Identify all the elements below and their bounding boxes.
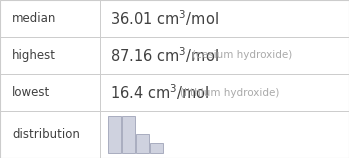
- Text: 16.4 cm$^3$/mol: 16.4 cm$^3$/mol: [110, 83, 209, 102]
- Text: median: median: [12, 12, 57, 25]
- Text: distribution: distribution: [12, 128, 80, 141]
- Bar: [108, 116, 121, 153]
- Text: 36.01 cm$^3$/mol: 36.01 cm$^3$/mol: [110, 9, 219, 28]
- Text: (lithium hydroxide): (lithium hydroxide): [180, 88, 280, 97]
- Text: (cesium hydroxide): (cesium hydroxide): [192, 51, 292, 61]
- Text: highest: highest: [12, 49, 56, 62]
- Bar: [122, 116, 135, 153]
- Text: 87.16 cm$^3$/mol: 87.16 cm$^3$/mol: [110, 46, 219, 65]
- Bar: [150, 143, 163, 153]
- Bar: [136, 134, 149, 153]
- Text: lowest: lowest: [12, 86, 50, 99]
